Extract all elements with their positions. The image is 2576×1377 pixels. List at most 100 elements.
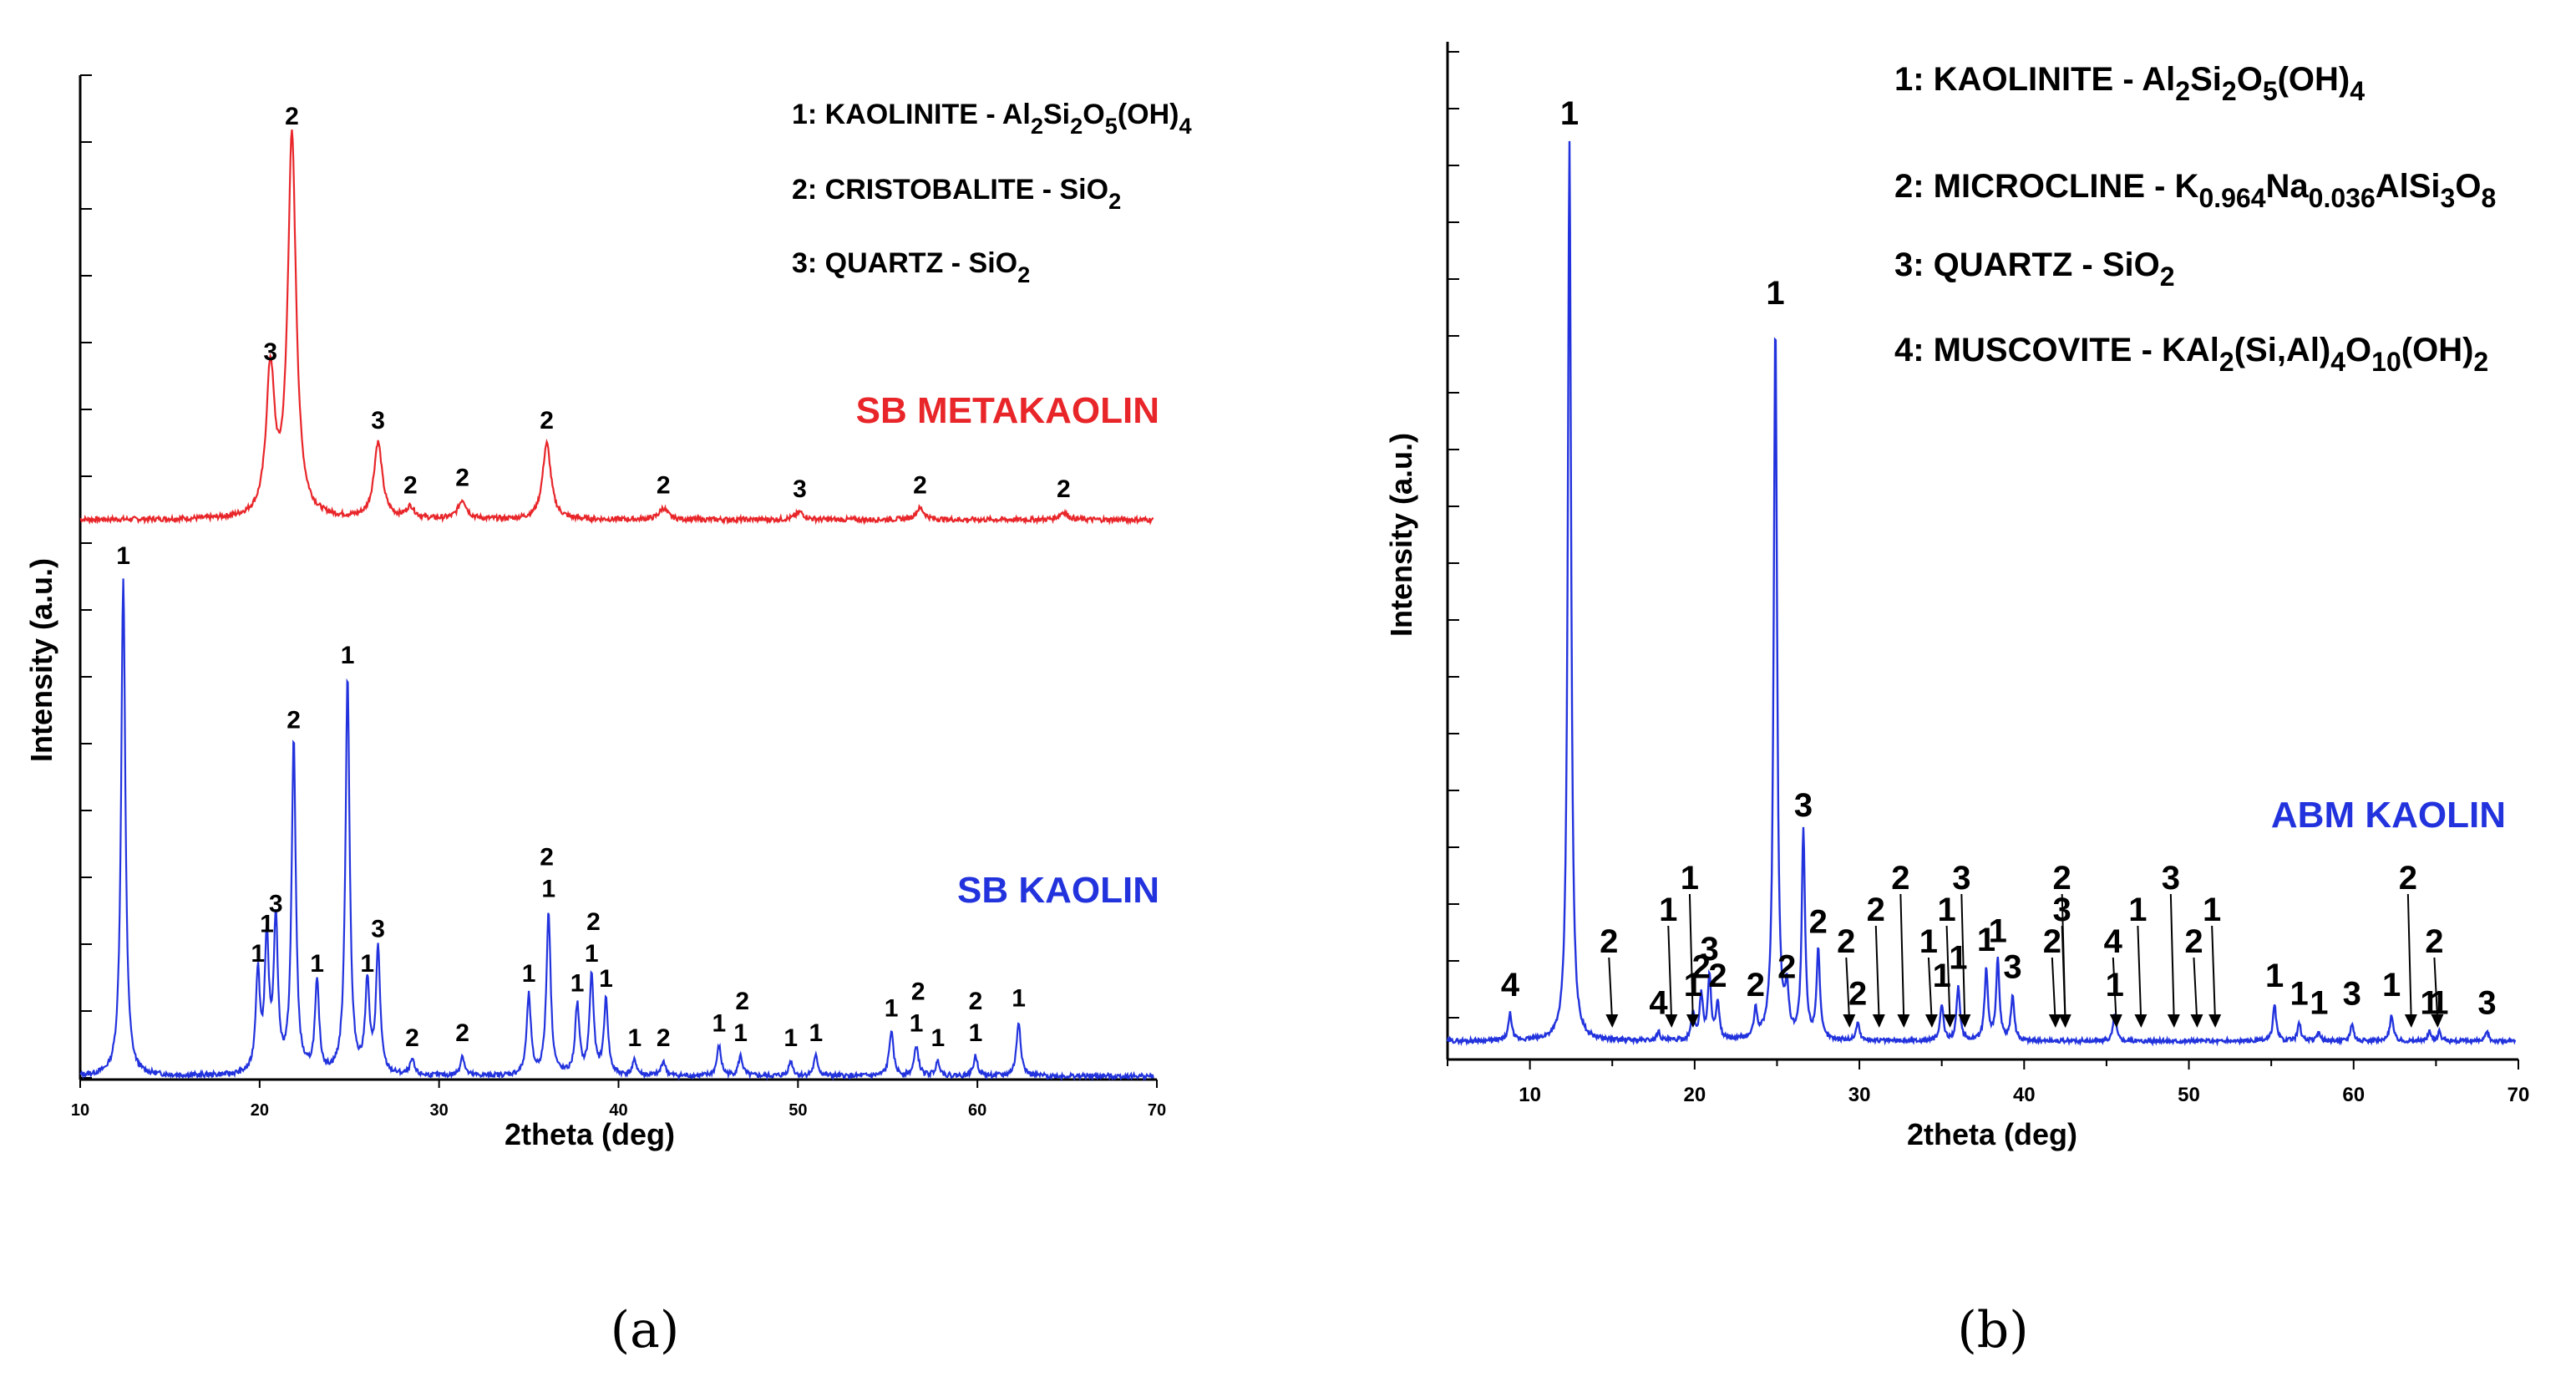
sb-metakaolin-peak-label: 3 bbox=[371, 407, 385, 434]
panel-a-y-ticks bbox=[80, 74, 92, 1079]
abm-kaolin-arrow-label: 1 bbox=[2203, 892, 2221, 928]
abm-kaolin-arrow-label: 2 bbox=[1600, 923, 1618, 960]
sb-kaolin-peak-label: 1 bbox=[627, 1024, 641, 1052]
panel-a-caption: (a) bbox=[611, 1301, 680, 1359]
abm-kaolin-arrow-label: 2 bbox=[2043, 923, 2061, 960]
abm-kaolin-peak-label: 1 bbox=[2265, 958, 2284, 994]
abm-kaolin-label-arrow bbox=[1874, 925, 1880, 1025]
abm-kaolin-arrowhead bbox=[1843, 1014, 1856, 1028]
sb-kaolin-peak-label: 1 bbox=[310, 950, 324, 978]
sb-kaolin-peak-label: 2 bbox=[455, 1019, 469, 1047]
panel-b-x-tick-label: 30 bbox=[1848, 1084, 1871, 1106]
abm-kaolin-label-arrow bbox=[2112, 957, 2117, 1025]
abm-kaolin-arrowhead bbox=[1897, 1014, 1910, 1028]
panel-b-x-ticks: 10 20 30 40 50 60 70 bbox=[1447, 1059, 2529, 1106]
abm-kaolin-peak-label: 2 bbox=[1777, 948, 1796, 985]
abm-kaolin-arrow-label: 1 bbox=[1919, 923, 1938, 960]
sb-kaolin-peak-label: 1 bbox=[712, 1009, 726, 1037]
abm-kaolin-arrow-label: 2 bbox=[1867, 892, 1885, 928]
abm-kaolin-arrowhead bbox=[2167, 1014, 2180, 1028]
sb-kaolin-peak-label: 1 bbox=[969, 1019, 983, 1047]
sb-kaolin-peak-label: 1 bbox=[910, 1009, 924, 1037]
abm-kaolin-arrow-label: 3 bbox=[1952, 860, 1970, 897]
sb-kaolin-peak-label: 1 bbox=[733, 1019, 748, 1047]
abm-kaolin-peak-label: 1 bbox=[1766, 275, 1784, 312]
sb-kaolin-peak-label: 1 bbox=[522, 960, 536, 988]
abm-kaolin-arrowhead bbox=[2058, 1014, 2071, 1028]
abm-kaolin-arrow-label: 1 bbox=[1659, 892, 1677, 928]
abm-kaolin-peak-label: 2 bbox=[1848, 976, 1867, 1013]
panel-b-x-tick-label: 50 bbox=[2178, 1084, 2200, 1106]
abm-kaolin-arrowhead bbox=[2190, 1014, 2203, 1028]
abm-kaolin-label-arrow bbox=[1945, 925, 1951, 1025]
sb-kaolin-peak-label: 1 bbox=[341, 642, 355, 669]
abm-kaolin-peak-label: 1 bbox=[2430, 984, 2448, 1021]
abm-kaolin-arrow-label: 3 bbox=[2162, 860, 2180, 897]
sb-kaolin-peak-label: 1 bbox=[570, 970, 585, 998]
panel-b-y-ticks bbox=[1448, 51, 1459, 1019]
abm-kaolin-label-arrow bbox=[2051, 957, 2056, 1025]
abm-kaolin-arrowhead bbox=[1665, 1014, 1678, 1028]
abm-kaolin-peak-label: 2 bbox=[1692, 948, 1711, 985]
panel-b-x-tick-label: 10 bbox=[1519, 1084, 1541, 1106]
abm-kaolin-arrowhead bbox=[1924, 1014, 1938, 1028]
panel-b-x-tick-label: 60 bbox=[2342, 1084, 2365, 1106]
abm-kaolin-peak-label: 1 bbox=[1949, 940, 1967, 977]
sb-kaolin-peak-label: 1 bbox=[783, 1024, 798, 1052]
panel-a-x-tick-label: 10 bbox=[71, 1101, 89, 1120]
abm-kaolin-arrow-label: 1 bbox=[1937, 892, 1955, 928]
abm-kaolin-label-arrow bbox=[2433, 957, 2439, 1025]
abm-kaolin-arrowhead bbox=[2109, 1014, 2122, 1028]
abm-kaolin-label-arrow bbox=[2406, 893, 2412, 1025]
sb-metakaolin-peak-label: 2 bbox=[455, 464, 469, 491]
abm-kaolin-peak-label: 1 bbox=[2290, 976, 2309, 1013]
abm-kaolin-label-arrow bbox=[2169, 893, 2175, 1025]
abm-kaolin-arrowhead bbox=[2208, 1014, 2222, 1028]
panel-b-x-tick-label: 40 bbox=[2013, 1084, 2036, 1106]
sb-metakaolin-peak-label: 3 bbox=[263, 338, 277, 366]
panel-b-caption: (b) bbox=[1957, 1301, 2028, 1359]
sb-kaolin-stacked-label: 2 bbox=[540, 844, 554, 871]
abm-kaolin-arrow-label: 2 bbox=[2053, 860, 2071, 897]
panel-a-x-ticks: 10 20 30 40 50 60 70 bbox=[71, 1080, 1166, 1120]
sb-metakaolin-peak-label: 2 bbox=[285, 103, 299, 130]
sb-kaolin-peak-label: 1 bbox=[599, 965, 613, 993]
sb-kaolin-peak-label: 1 bbox=[260, 910, 274, 937]
abm-kaolin-label-arrow bbox=[1899, 893, 1905, 1025]
abm-kaolin-arrow-label: 2 bbox=[1837, 923, 1855, 960]
abm-kaolin-arrow-label: 1 bbox=[1681, 860, 1699, 897]
panel-a-x-tick-label: 60 bbox=[968, 1101, 986, 1120]
abm-kaolin-label-arrow bbox=[2061, 893, 2066, 1025]
abm-kaolin-peak-label: 1 bbox=[2310, 984, 2328, 1021]
abm-kaolin-label-arrow bbox=[2211, 925, 2217, 1025]
abm-kaolin-label-arrow bbox=[1927, 957, 1933, 1025]
sb-metakaolin-peak-label: 2 bbox=[913, 471, 927, 499]
abm-kaolin-arrowhead bbox=[1686, 1014, 1699, 1028]
panel-b-legend-microcline: 2: MICROCLINE - K0.964Na0.036AlSi3O8 bbox=[1894, 168, 2496, 213]
sb-kaolin-stacked-label: 2 bbox=[911, 978, 925, 1005]
panel-b-legend-muscovite: 4: MUSCOVITE - KAl2(Si,Al)4O10(OH)2 bbox=[1894, 332, 2488, 377]
abm-kaolin-peak-label: 1 bbox=[1989, 912, 2007, 949]
abm-kaolin-arrowhead bbox=[1943, 1014, 1956, 1028]
abm-kaolin-arrowhead bbox=[2431, 1014, 2444, 1028]
abm-kaolin-peak-label: 1 bbox=[1977, 922, 1995, 958]
sb-kaolin-peak-label: 1 bbox=[931, 1024, 946, 1052]
abm-kaolin-label-arrow bbox=[1688, 893, 1694, 1025]
abm-kaolin-arrow-label: 1 bbox=[2128, 892, 2147, 928]
panel-b-legend-kaolinite: 1: KAOLINITE - Al2Si2O5(OH)4 bbox=[1894, 61, 2365, 106]
panel-a-x-tick-label: 20 bbox=[251, 1101, 269, 1120]
abm-kaolin-peak-label: 1 bbox=[1560, 95, 1579, 132]
abm-kaolin-arrow-label: 2 bbox=[2184, 923, 2203, 960]
sb-kaolin-peak-label: 1 bbox=[1012, 985, 1026, 1013]
sb-kaolin-stacked-label: 2 bbox=[969, 988, 983, 1015]
series-sb-metakaolin-name: SB METAKAOLIN bbox=[856, 390, 1159, 431]
abm-kaolin-peak-label: 1 bbox=[2420, 984, 2438, 1021]
sb-metakaolin-peak-label: 2 bbox=[403, 471, 418, 499]
sb-kaolin-peak-label: 2 bbox=[405, 1024, 419, 1052]
abm-kaolin-peak-label: 3 bbox=[2343, 976, 2361, 1013]
sb-metakaolin-peak-label: 2 bbox=[1057, 475, 1071, 503]
abm-kaolin-label-arrow bbox=[1608, 957, 1614, 1025]
